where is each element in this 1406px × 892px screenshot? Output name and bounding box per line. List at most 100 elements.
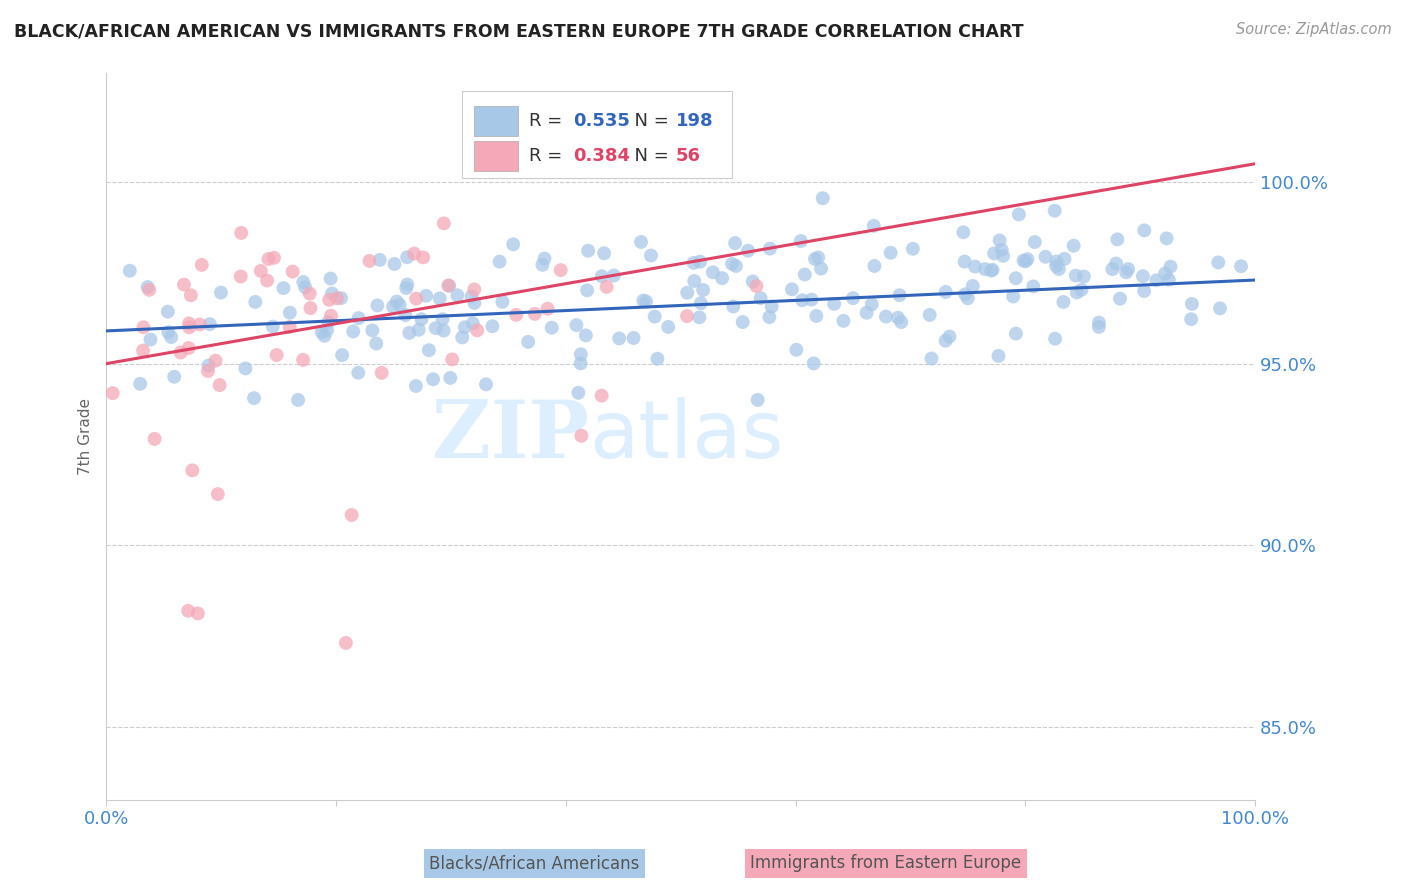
Point bbox=[682, 256, 704, 270]
Point bbox=[422, 372, 444, 386]
Point bbox=[981, 263, 1004, 277]
Point bbox=[207, 487, 229, 501]
Point bbox=[780, 282, 803, 296]
Point bbox=[491, 294, 513, 309]
Point bbox=[1157, 272, 1180, 286]
Point bbox=[370, 366, 392, 380]
Point bbox=[921, 351, 943, 366]
Point bbox=[1022, 279, 1045, 293]
Point bbox=[952, 225, 974, 239]
Point bbox=[1043, 332, 1066, 346]
Point bbox=[396, 277, 419, 292]
Point bbox=[412, 251, 434, 265]
Point bbox=[974, 262, 997, 277]
Point bbox=[432, 312, 454, 326]
Point bbox=[956, 291, 979, 305]
Text: Source: ZipAtlas.com: Source: ZipAtlas.com bbox=[1236, 22, 1392, 37]
Point bbox=[245, 294, 267, 309]
Text: BLACK/AFRICAN AMERICAN VS IMMIGRANTS FROM EASTERN EUROPE 7TH GRADE CORRELATION C: BLACK/AFRICAN AMERICAN VS IMMIGRANTS FRO… bbox=[14, 22, 1024, 40]
Point bbox=[983, 246, 1005, 260]
Point bbox=[537, 301, 560, 316]
Point bbox=[262, 319, 284, 334]
Point bbox=[887, 310, 910, 325]
Point bbox=[806, 309, 828, 323]
Point bbox=[689, 296, 711, 310]
Point bbox=[157, 325, 180, 339]
Point bbox=[278, 320, 301, 334]
Point bbox=[1107, 232, 1129, 246]
Point bbox=[593, 246, 616, 260]
Point bbox=[1156, 231, 1178, 245]
Text: 0.384: 0.384 bbox=[572, 147, 630, 165]
Point bbox=[569, 429, 592, 443]
Point bbox=[803, 356, 825, 370]
Point bbox=[437, 278, 460, 293]
Point bbox=[804, 252, 827, 266]
Point bbox=[595, 280, 617, 294]
Point bbox=[565, 318, 588, 332]
Point bbox=[198, 317, 221, 331]
Point bbox=[1008, 207, 1031, 221]
Point bbox=[607, 331, 630, 345]
Point bbox=[1132, 269, 1154, 284]
Point bbox=[132, 320, 155, 334]
Point bbox=[1064, 268, 1087, 283]
Point bbox=[361, 323, 384, 337]
Point bbox=[319, 309, 342, 323]
Point bbox=[785, 343, 807, 357]
Point bbox=[366, 298, 388, 312]
Point bbox=[384, 257, 406, 271]
Point bbox=[731, 315, 754, 329]
Point bbox=[415, 289, 437, 303]
Point bbox=[347, 311, 370, 326]
Point bbox=[1160, 260, 1182, 274]
Point bbox=[316, 323, 339, 337]
Point bbox=[1070, 283, 1092, 297]
Point bbox=[132, 343, 155, 358]
Point bbox=[292, 352, 315, 367]
Point bbox=[890, 315, 912, 329]
Point bbox=[576, 283, 599, 297]
Point bbox=[187, 607, 209, 621]
Point bbox=[441, 352, 464, 367]
Point bbox=[759, 242, 782, 256]
Point bbox=[889, 288, 911, 302]
Point bbox=[1043, 203, 1066, 218]
Point bbox=[139, 333, 162, 347]
FancyBboxPatch shape bbox=[474, 141, 517, 171]
Point bbox=[481, 319, 503, 334]
Point bbox=[433, 216, 456, 230]
Point bbox=[807, 251, 830, 265]
Point bbox=[188, 318, 211, 332]
Point bbox=[953, 287, 976, 301]
Text: 198: 198 bbox=[676, 112, 714, 130]
Point bbox=[318, 293, 340, 307]
Point bbox=[463, 282, 485, 296]
Point bbox=[517, 334, 540, 349]
Point bbox=[249, 264, 271, 278]
Point bbox=[439, 371, 461, 385]
Point bbox=[875, 310, 897, 324]
Point bbox=[724, 235, 747, 250]
Text: Immigrants from Eastern Europe: Immigrants from Eastern Europe bbox=[751, 855, 1021, 872]
Point bbox=[197, 359, 219, 373]
Point bbox=[810, 261, 832, 276]
Point bbox=[257, 252, 280, 266]
Text: Blacks/African Americans: Blacks/African Americans bbox=[429, 855, 640, 872]
Point bbox=[991, 249, 1014, 263]
Point bbox=[758, 310, 780, 325]
Point bbox=[721, 257, 744, 271]
Point bbox=[747, 392, 769, 407]
Point bbox=[676, 309, 699, 323]
Point bbox=[405, 292, 427, 306]
Point bbox=[191, 258, 214, 272]
Point bbox=[800, 293, 823, 307]
Point bbox=[647, 351, 669, 366]
Point bbox=[429, 292, 451, 306]
Point bbox=[862, 219, 884, 233]
Point bbox=[630, 235, 652, 249]
Point bbox=[591, 269, 613, 284]
Point bbox=[177, 341, 200, 355]
Point bbox=[385, 294, 408, 309]
Point bbox=[761, 300, 783, 314]
